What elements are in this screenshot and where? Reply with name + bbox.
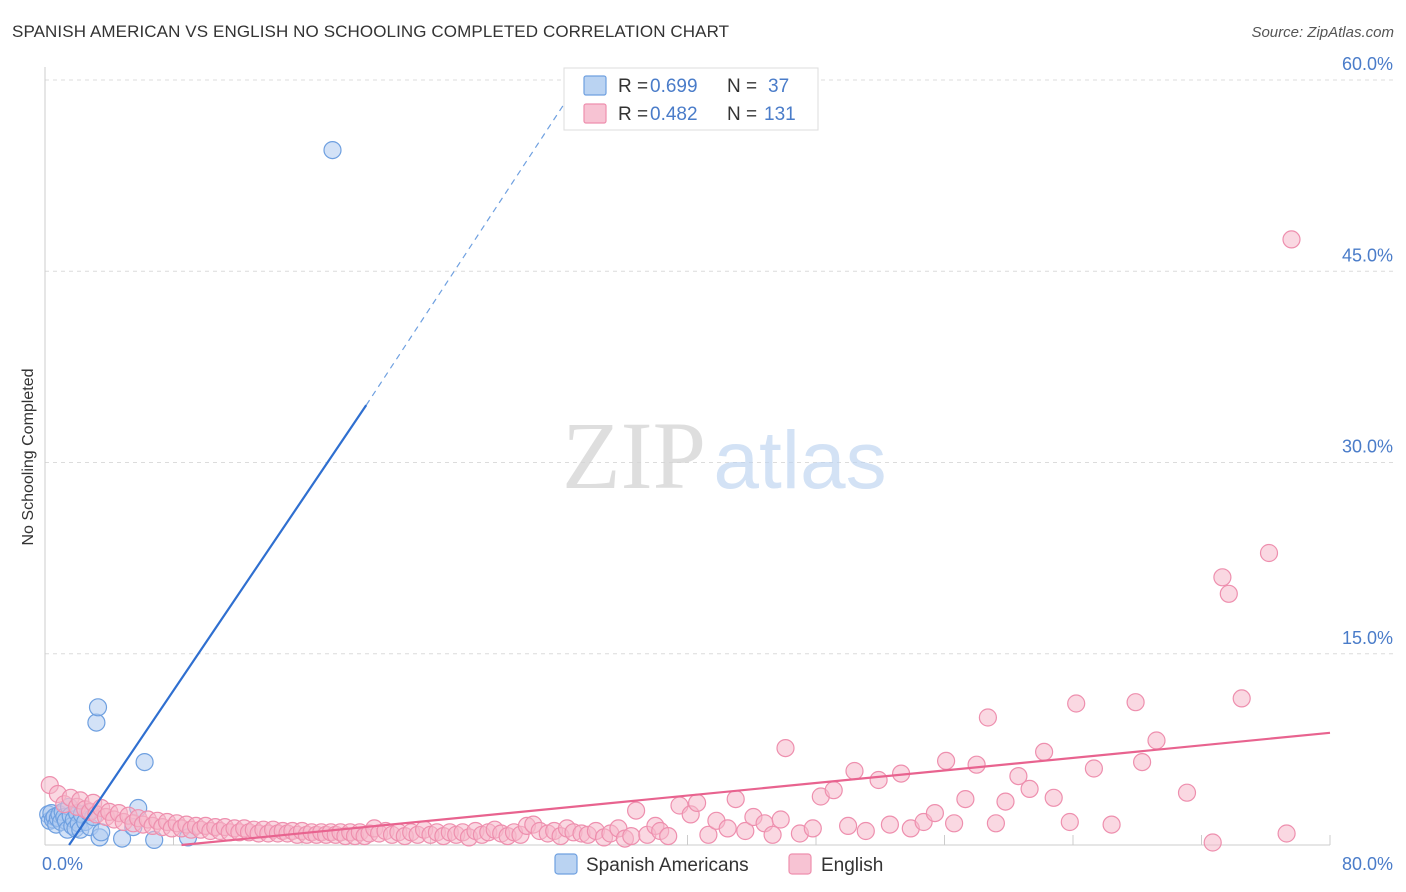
x-tick-label: 80.0% <box>1342 854 1393 874</box>
english-point <box>1126 693 1145 712</box>
english-point <box>699 825 718 844</box>
y-tick-label: 60.0% <box>1342 54 1393 74</box>
y-tick-label: 45.0% <box>1342 245 1393 265</box>
legend-label-spanish-americans: Spanish Americans <box>586 855 749 876</box>
english-point <box>736 821 755 841</box>
english-point <box>978 708 998 727</box>
english-point <box>803 819 822 838</box>
spanish-american-point <box>323 141 342 160</box>
english-point <box>659 826 678 846</box>
points-layer <box>39 141 1301 852</box>
english-point <box>1259 543 1279 563</box>
english-point <box>956 789 975 809</box>
legend-top-r-value-blue: 0.699 <box>650 76 698 97</box>
english-point <box>824 781 843 800</box>
english-point <box>622 826 641 846</box>
legend-top-r-value-pink: 0.482 <box>650 104 698 125</box>
english-point <box>763 825 782 844</box>
english-point <box>1277 824 1296 843</box>
english-point <box>1009 766 1028 786</box>
english-point <box>1102 815 1121 834</box>
english-point <box>687 793 707 813</box>
english-point <box>996 792 1015 811</box>
english-point <box>944 814 964 833</box>
chart-source: Source: ZipAtlas.com <box>1251 24 1394 41</box>
english-point <box>1060 812 1079 832</box>
axis-layer: 15.0% 30.0% 45.0% 60.0% 0.0% 80.0% <box>42 54 1393 874</box>
legend-swatch-spanish-americans <box>554 853 578 875</box>
english-point <box>936 751 956 771</box>
english-point <box>856 821 875 841</box>
legend-top-n-value-pink: 131 <box>764 104 796 125</box>
watermark-atlas: atlas <box>713 415 886 506</box>
english-point <box>1067 694 1086 713</box>
english-point <box>1232 689 1251 708</box>
spanish-american-point <box>87 713 106 732</box>
english-point <box>1203 833 1222 852</box>
legend-top-swatch-blue <box>583 75 607 96</box>
english-point <box>869 770 888 790</box>
english-point <box>967 755 986 774</box>
english-point <box>776 738 795 758</box>
legend-top-n-label-pink: N = <box>727 104 757 125</box>
english-point <box>1084 759 1104 778</box>
english-point <box>718 819 737 838</box>
grid-layer <box>45 79 1395 655</box>
english-trend-line <box>181 731 1331 847</box>
english-point <box>1219 584 1238 603</box>
english-point <box>726 789 745 809</box>
spanish-americans-trend-line <box>68 404 368 846</box>
english-point <box>845 761 864 781</box>
legend-top-n-value-blue: 37 <box>768 76 789 97</box>
trend-layer <box>68 79 1331 847</box>
english-point <box>925 803 945 823</box>
watermark: ZIP atlas <box>562 402 887 509</box>
y-tick-label: 30.0% <box>1342 437 1393 457</box>
spanish-american-point <box>135 752 154 772</box>
watermark-zip: ZIP <box>562 402 706 509</box>
x-tick-label: 0.0% <box>42 854 83 874</box>
english-point <box>1282 230 1301 249</box>
y-tick-label: 15.0% <box>1342 628 1393 648</box>
spanish-american-point <box>92 823 111 842</box>
y-axis-label: No Schooling Completed <box>20 369 37 546</box>
legend-top-r-label-blue: R = <box>618 76 648 97</box>
english-point <box>771 810 790 829</box>
english-point <box>1177 783 1197 802</box>
english-point <box>1213 568 1232 587</box>
chart-title: SPANISH AMERICAN VS ENGLISH NO SCHOOLING… <box>12 22 730 41</box>
english-point <box>838 816 858 836</box>
legend-top-r-label-pink: R = <box>618 104 648 125</box>
english-point <box>1044 788 1063 807</box>
english-point <box>880 815 900 834</box>
legend-swatch-english <box>788 853 812 875</box>
english-point <box>626 801 646 820</box>
legend-bottom: Spanish Americans English <box>554 853 883 876</box>
legend-top-n-label-blue: N = <box>727 76 757 97</box>
english-point <box>1020 779 1039 799</box>
legend-label-english: English <box>821 855 883 876</box>
english-point <box>1132 752 1152 772</box>
english-point <box>986 814 1006 833</box>
legend-top-swatch-pink <box>583 103 607 124</box>
english-point <box>1034 742 1054 762</box>
english-point <box>1147 731 1166 750</box>
legend-top: R = 0.699 N = 37 R = 0.482 N = 131 <box>563 67 819 131</box>
spanish-americans-trend-extension <box>365 79 581 406</box>
spanish-american-point <box>88 698 108 717</box>
